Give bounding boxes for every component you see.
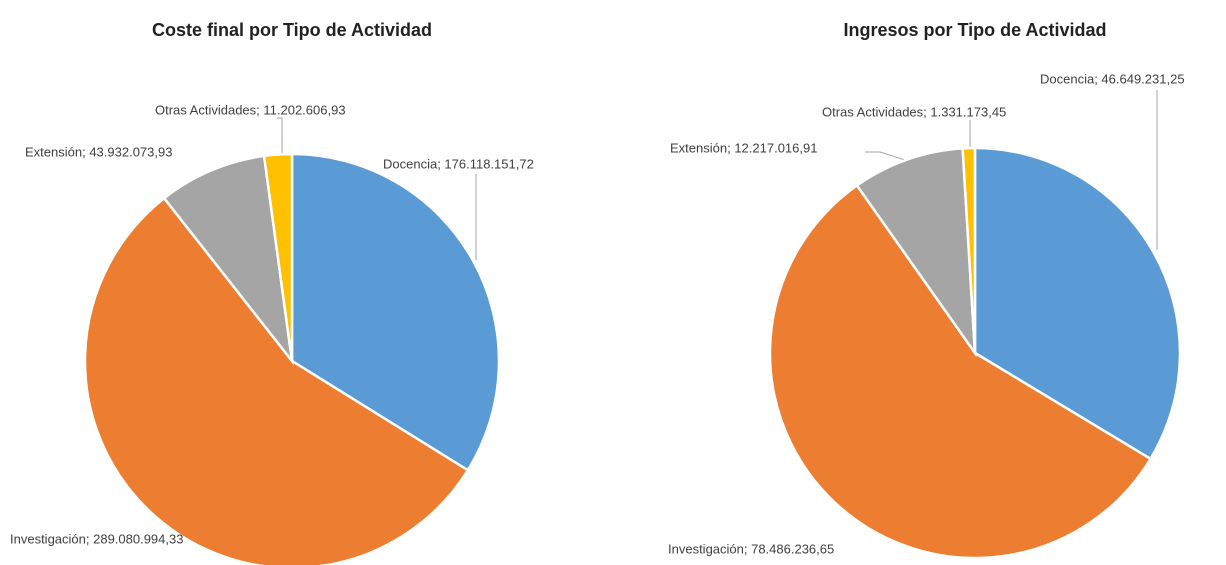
pie-slice: [162, 154, 294, 366]
pie-slice: [961, 146, 977, 354]
leader-line: [865, 151, 906, 161]
chart-title: Coste final por Tipo de Actividad: [152, 20, 432, 40]
pie-slice: [83, 196, 470, 565]
pie-slice: [262, 152, 294, 362]
data-label: Docencia; 46.649.231,25: [1040, 71, 1185, 86]
data-label: Docencia; 176.118.151,72: [383, 156, 534, 171]
data-label: Extensión; 12.217.016,91: [670, 140, 817, 155]
data-label: Otras Actividades; 1.331.173,45: [822, 104, 1006, 119]
pie-slice: [855, 147, 977, 358]
chart-title: Ingresos por Tipo de Actividad: [843, 20, 1106, 40]
data-label: Investigación; 289.080.994,33: [10, 531, 183, 546]
data-label: Investigación; 78.486.236,65: [668, 541, 834, 556]
data-label: Otras Actividades; 11.202.606,93: [155, 102, 346, 117]
pie-slice: [290, 152, 501, 472]
pie-slice: [973, 146, 1182, 461]
pie-slice: [768, 183, 1153, 560]
leader-line: [277, 117, 283, 155]
data-label: Extensión; 43.932.073,93: [25, 144, 172, 159]
